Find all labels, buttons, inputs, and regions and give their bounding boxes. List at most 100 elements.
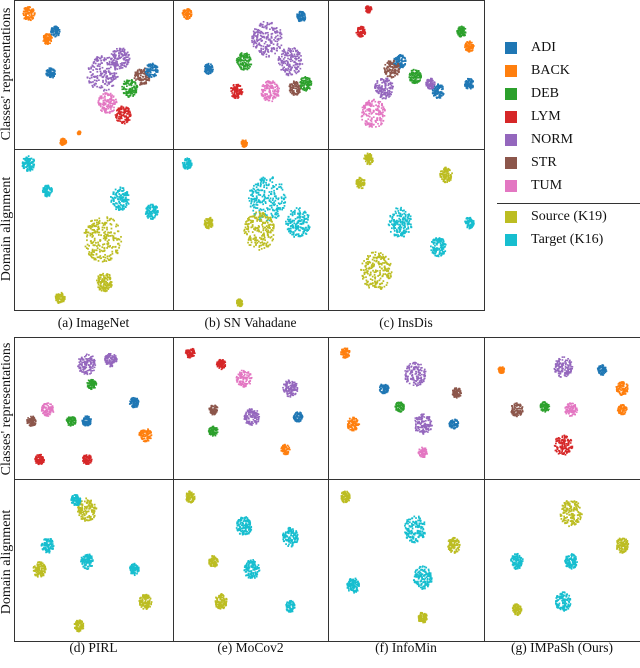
point	[301, 18, 304, 20]
point	[142, 76, 145, 78]
point	[379, 100, 382, 103]
point	[249, 219, 252, 222]
point	[99, 240, 102, 242]
point	[299, 211, 301, 214]
point	[272, 197, 274, 200]
point	[42, 40, 45, 42]
point	[252, 45, 255, 48]
point	[261, 93, 264, 96]
point	[298, 14, 301, 17]
point	[295, 228, 298, 231]
point	[289, 213, 292, 216]
point	[120, 108, 123, 111]
point	[232, 84, 235, 87]
point	[258, 50, 261, 52]
point	[244, 144, 247, 147]
point	[266, 21, 269, 24]
point	[277, 202, 280, 205]
point	[400, 63, 403, 66]
point	[77, 131, 80, 134]
point	[65, 139, 67, 142]
point	[64, 139, 66, 142]
point	[307, 216, 310, 219]
point	[361, 115, 364, 117]
point	[105, 111, 108, 114]
point	[271, 50, 273, 53]
point	[48, 69, 51, 71]
point	[113, 101, 115, 103]
point	[96, 245, 98, 247]
point	[117, 230, 120, 233]
point	[260, 180, 263, 183]
point	[95, 249, 98, 252]
point	[263, 234, 265, 236]
point	[99, 74, 102, 77]
point	[139, 82, 142, 84]
point	[393, 63, 395, 65]
point	[366, 114, 368, 117]
point	[123, 80, 126, 83]
point	[300, 82, 303, 84]
point	[269, 243, 271, 246]
point	[246, 223, 249, 226]
point	[266, 98, 268, 101]
point	[266, 85, 269, 88]
point	[266, 241, 269, 244]
point	[112, 191, 115, 194]
point	[102, 93, 105, 95]
point	[294, 229, 297, 232]
point	[113, 103, 116, 105]
point	[282, 50, 285, 53]
point	[107, 88, 110, 91]
cluster-source-k19-	[96, 272, 113, 293]
point	[294, 63, 297, 66]
point	[292, 225, 295, 228]
point	[254, 183, 257, 186]
point	[102, 104, 105, 106]
point	[238, 300, 240, 303]
point	[366, 6, 368, 9]
point	[46, 42, 48, 45]
point	[109, 222, 112, 225]
point	[298, 86, 301, 88]
point	[255, 211, 258, 214]
point	[378, 84, 381, 86]
point	[106, 279, 109, 281]
point	[122, 54, 125, 57]
point	[292, 210, 295, 213]
point	[148, 211, 151, 214]
point	[369, 119, 372, 122]
point	[122, 87, 125, 90]
point	[111, 63, 114, 65]
point	[44, 38, 47, 40]
point	[288, 218, 291, 221]
point	[211, 65, 213, 68]
point	[240, 63, 243, 66]
point	[287, 73, 289, 76]
point	[299, 220, 302, 223]
point	[49, 70, 52, 73]
point	[302, 221, 304, 224]
point	[131, 81, 134, 83]
point	[242, 68, 245, 71]
point	[118, 238, 121, 241]
point	[251, 215, 254, 218]
point	[265, 84, 268, 87]
point	[28, 160, 31, 162]
point	[240, 52, 243, 54]
point	[115, 100, 118, 103]
point	[29, 157, 32, 160]
point	[301, 84, 304, 86]
point	[113, 50, 116, 53]
point	[256, 207, 259, 209]
point	[380, 78, 382, 80]
point	[115, 223, 118, 226]
point	[207, 66, 209, 69]
point	[120, 105, 123, 108]
point	[254, 212, 257, 215]
point	[264, 213, 267, 216]
point	[147, 76, 150, 79]
point	[155, 210, 158, 213]
point	[271, 208, 274, 211]
